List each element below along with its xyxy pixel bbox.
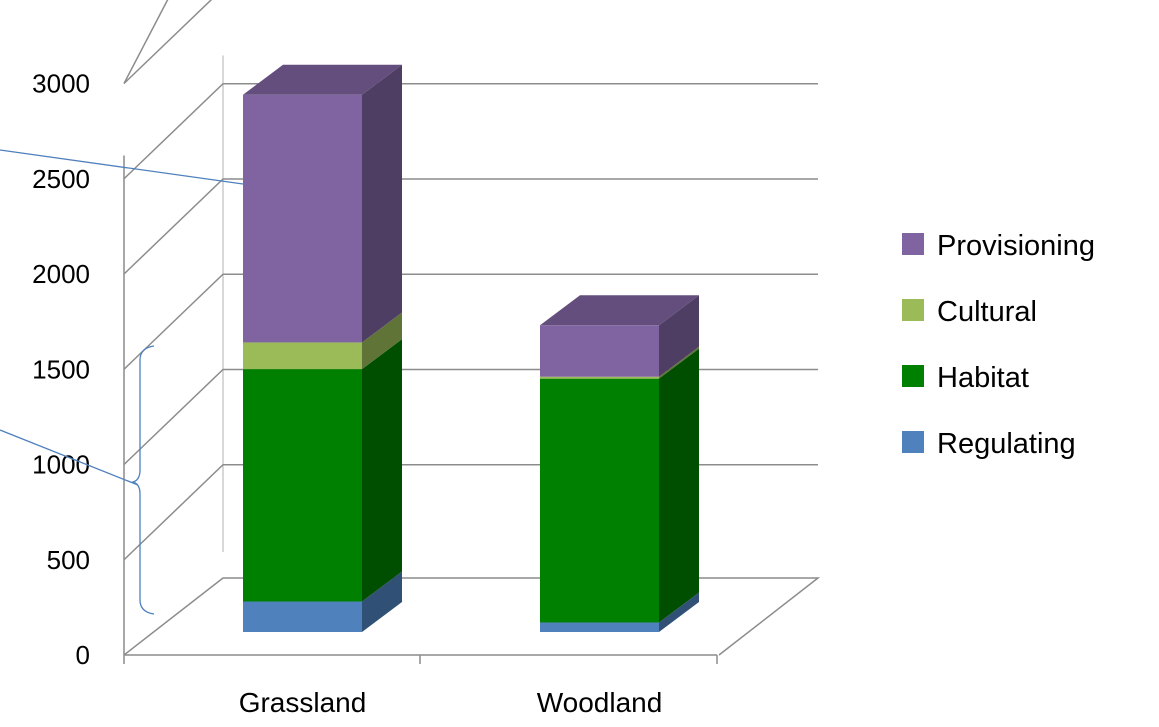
bar-segment-side-habitat bbox=[659, 348, 699, 623]
y-tick-label: 2000 bbox=[32, 259, 90, 289]
annotation-line bbox=[0, 149, 244, 185]
gridline bbox=[123, 83, 818, 180]
gridline bbox=[123, 0, 213, 85]
bar-top-face bbox=[540, 295, 699, 326]
axes bbox=[123, 654, 718, 664]
chart-walls bbox=[123, 55, 821, 656]
legend-swatch-provisioning bbox=[902, 233, 924, 255]
gridline bbox=[123, 0, 169, 84]
y-tick-label: 0 bbox=[76, 640, 90, 670]
bar-segment-front-habitat bbox=[540, 378, 659, 623]
legend-label-habitat: Habitat bbox=[937, 362, 1029, 394]
bar-segment-front-provisioning bbox=[540, 325, 659, 377]
floor-edge bbox=[123, 577, 821, 656]
gridlines bbox=[123, 0, 818, 561]
annotation-lines bbox=[0, 149, 244, 615]
legend-swatch-habitat bbox=[902, 365, 924, 387]
y-tick-label: 1500 bbox=[32, 354, 90, 384]
bars bbox=[243, 64, 699, 632]
gridline bbox=[123, 368, 818, 466]
legend-label-cultural: Cultural bbox=[937, 296, 1037, 328]
bar-segment-side-regulating bbox=[659, 592, 699, 632]
bar-segment-front-habitat bbox=[243, 369, 362, 602]
gridline bbox=[123, 178, 818, 275]
bar-segment-front-provisioning bbox=[243, 94, 362, 343]
bar-segment-front-regulating bbox=[540, 622, 659, 632]
bar-segment-side-provisioning bbox=[659, 295, 699, 377]
category-labels: Grassland Woodland bbox=[239, 687, 663, 718]
y-tick-label: 3000 bbox=[32, 69, 90, 99]
bar-segment-side-provisioning bbox=[362, 64, 402, 343]
bar-segment-side-cultural bbox=[659, 346, 699, 379]
category-label: Woodland bbox=[537, 687, 663, 718]
legend-swatch-regulating bbox=[902, 431, 924, 453]
legend: Provisioning Cultural Habitat Regulating bbox=[902, 230, 1095, 460]
bar-segment-front-regulating bbox=[243, 601, 362, 632]
annotation-line bbox=[0, 429, 139, 486]
legend-label-provisioning: Provisioning bbox=[937, 230, 1095, 262]
bar-segment-side-cultural bbox=[362, 312, 402, 370]
gridline bbox=[123, 273, 818, 370]
bar-segment-front-cultural bbox=[243, 342, 362, 370]
bar-segment-side-regulating bbox=[362, 571, 402, 632]
y-tick-label: 2500 bbox=[32, 164, 90, 194]
legend-swatch-cultural bbox=[902, 299, 924, 321]
y-tick-label: 500 bbox=[47, 545, 90, 575]
bar-top-face bbox=[243, 64, 402, 95]
bar-segment-side-habitat bbox=[362, 339, 402, 602]
category-label: Grassland bbox=[239, 687, 367, 718]
annotation-brace bbox=[130, 345, 155, 615]
gridline bbox=[123, 464, 818, 561]
bar-segment-front-cultural bbox=[540, 376, 659, 379]
legend-label-regulating: Regulating bbox=[937, 428, 1076, 460]
